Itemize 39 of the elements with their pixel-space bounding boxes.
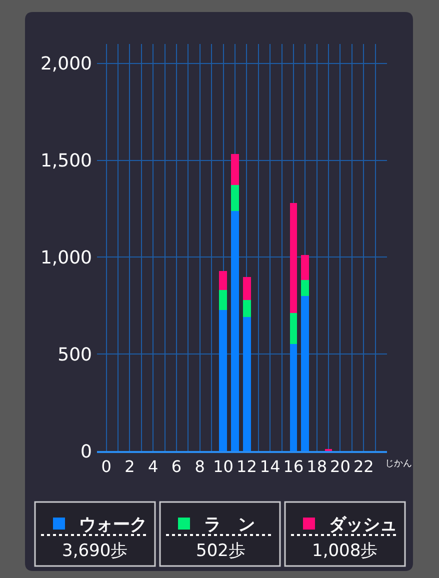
x-tick-label: 0 bbox=[101, 457, 112, 476]
x-axis-title: じかん bbox=[385, 459, 412, 469]
bar bbox=[290, 313, 297, 344]
bar bbox=[231, 185, 239, 211]
y-tick-label: 1,500 bbox=[40, 150, 92, 172]
x-tick-label: 12 bbox=[236, 457, 257, 476]
x-tick-label: 16 bbox=[283, 457, 304, 476]
bar bbox=[219, 271, 227, 290]
bar bbox=[231, 154, 239, 185]
bar bbox=[219, 290, 227, 310]
x-tick-label: 20 bbox=[330, 457, 350, 476]
x-tick-label: 8 bbox=[194, 457, 205, 476]
legend-label: ラ ン bbox=[204, 515, 255, 536]
text: 502歩 bbox=[196, 541, 246, 561]
text: 3,690歩 bbox=[62, 541, 128, 561]
x-tick-label: 22 bbox=[353, 457, 374, 476]
bar bbox=[243, 317, 251, 451]
x-tick-label: 4 bbox=[148, 457, 158, 476]
bar bbox=[243, 277, 251, 300]
legend-label: ウォーク bbox=[79, 515, 147, 536]
x-tick-label: 14 bbox=[260, 457, 280, 476]
bar bbox=[301, 280, 309, 296]
x-tick-label: 6 bbox=[171, 457, 182, 476]
x-tick-label: 2 bbox=[124, 457, 135, 476]
bar bbox=[231, 211, 239, 451]
bar bbox=[243, 300, 251, 317]
legend-label: ダッシュ bbox=[329, 515, 397, 536]
bar bbox=[290, 344, 297, 451]
bar bbox=[301, 255, 309, 280]
bar bbox=[290, 203, 297, 313]
y-tick-label: 0 bbox=[80, 441, 92, 462]
bar bbox=[301, 296, 309, 451]
y-tick-label: 1,000 bbox=[40, 247, 92, 268]
y-tick-label: 2,000 bbox=[40, 54, 92, 75]
bar bbox=[219, 310, 227, 451]
x-tick-label: 18 bbox=[306, 457, 328, 476]
text: 1,008歩 bbox=[312, 541, 378, 561]
x-tick-label: 10 bbox=[213, 457, 234, 476]
y-tick-label: 500 bbox=[58, 344, 92, 366]
